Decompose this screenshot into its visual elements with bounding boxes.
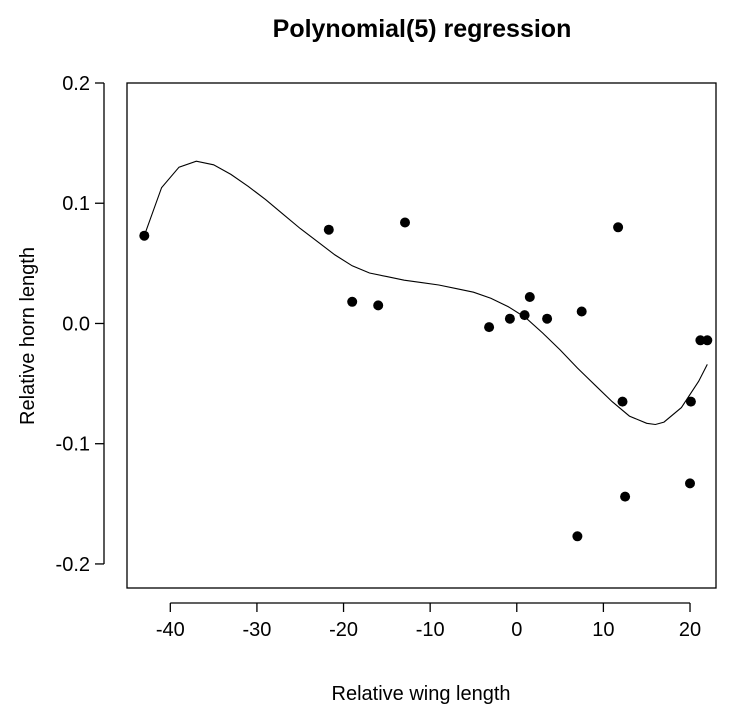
- data-point: [373, 300, 384, 311]
- x-tick-label: 0: [511, 619, 522, 641]
- data-point: [347, 296, 358, 307]
- regression-curve: [143, 160, 708, 426]
- data-point: [695, 335, 706, 346]
- x-axis: -40 -30 -20 -10 0 10 20: [156, 602, 701, 641]
- x-tick-label: 20: [679, 619, 701, 641]
- y-tick-label: -0.2: [56, 554, 90, 576]
- x-tick-label: -40: [156, 619, 185, 641]
- x-tick-label: 10: [592, 619, 614, 641]
- data-point: [139, 230, 150, 241]
- data-point: [620, 491, 631, 502]
- regression-curve-layer: [143, 160, 708, 426]
- y-tick-label: 0.0: [62, 313, 90, 335]
- scatter-points-layer: [139, 217, 713, 542]
- data-point: [323, 224, 334, 235]
- data-point: [685, 396, 696, 407]
- data-point: [685, 478, 695, 489]
- data-point: [572, 531, 583, 542]
- x-tick-label: -20: [329, 619, 358, 641]
- data-point: [504, 313, 515, 324]
- data-point: [542, 313, 553, 324]
- y-axis: -0.2 -0.1 0.0 0.1 0.2: [56, 73, 105, 576]
- data-point: [519, 310, 530, 321]
- y-tick-label: 0.1: [62, 193, 90, 215]
- data-point: [524, 292, 535, 302]
- data-point: [613, 222, 624, 233]
- data-point: [702, 335, 713, 346]
- plot-box: [126, 82, 717, 589]
- x-tick-label: -30: [242, 619, 271, 641]
- y-tick-label: 0.2: [62, 73, 90, 95]
- x-tick-label: -10: [416, 619, 445, 641]
- y-tick-label: -0.1: [56, 434, 90, 456]
- x-axis-label: Relative wing length: [332, 683, 511, 705]
- data-point: [576, 306, 587, 317]
- data-point: [400, 217, 410, 228]
- chart-title: Polynomial(5) regression: [273, 15, 572, 43]
- data-point: [484, 322, 495, 333]
- y-axis-label: Relative horn length: [17, 247, 39, 425]
- data-point: [617, 396, 628, 407]
